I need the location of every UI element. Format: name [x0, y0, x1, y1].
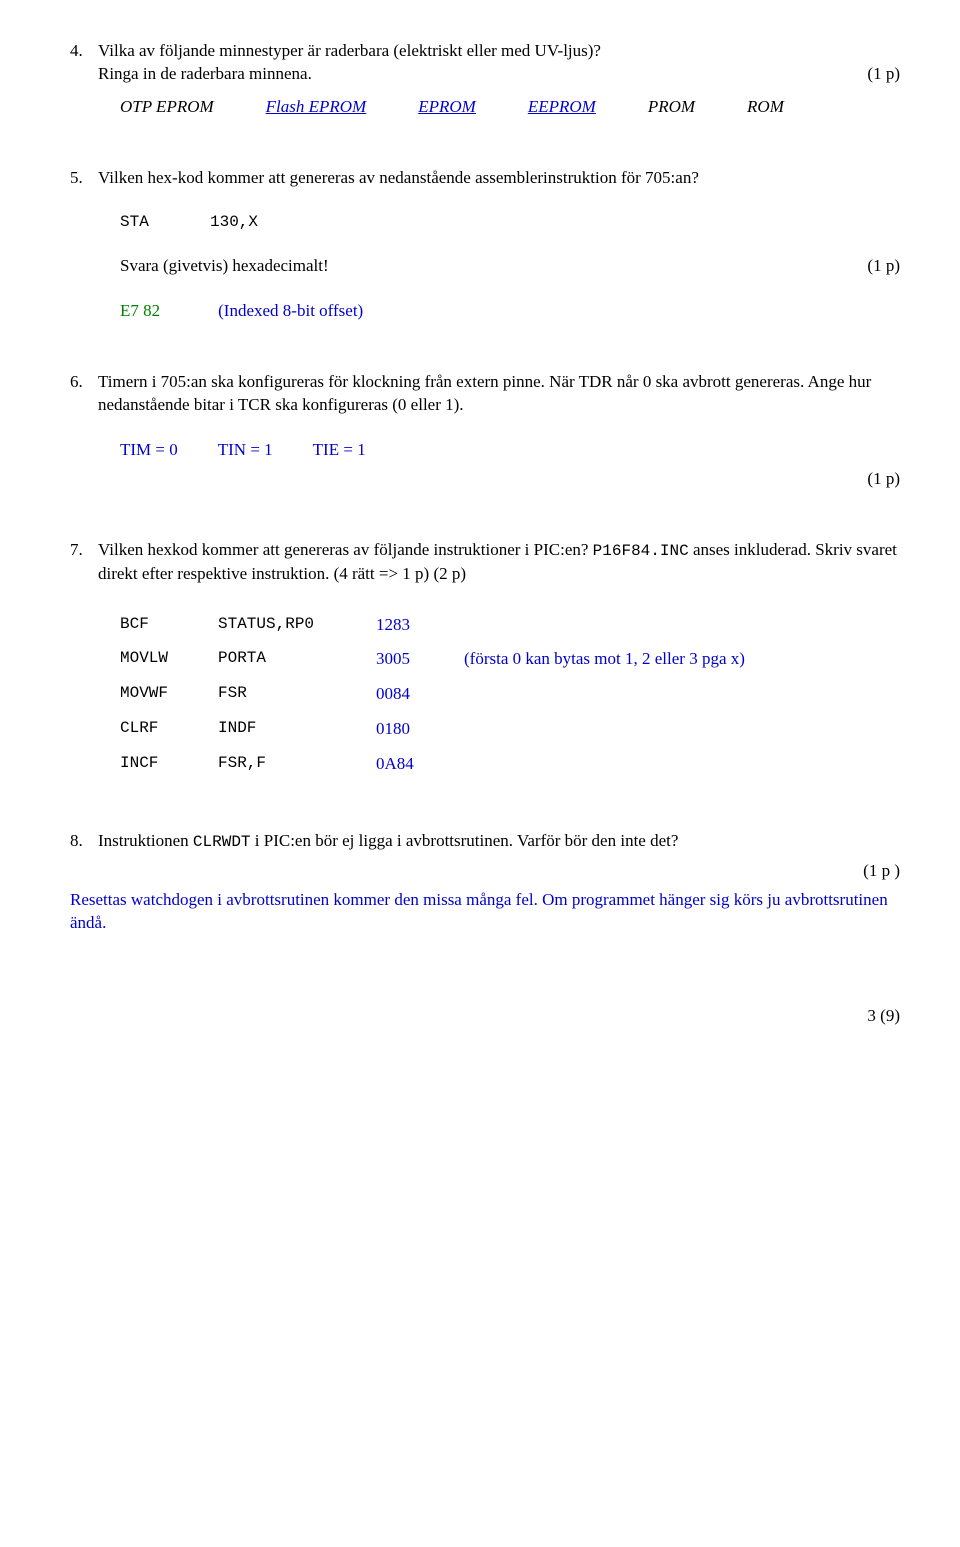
q4-points: (1 p) — [867, 63, 900, 86]
q4-opt-eeprom: EEPROM — [528, 96, 596, 119]
q4-opt-prom: PROM — [648, 96, 695, 119]
q7-note-0 — [464, 608, 763, 643]
q7-number: 7. — [70, 539, 98, 562]
q7-arg-1: PORTA — [218, 642, 376, 677]
table-row: MOVLW PORTA 3005 (första 0 kan bytas mot… — [120, 642, 763, 677]
q6-points: (1 p) — [70, 468, 900, 491]
q5-number: 5. — [70, 167, 98, 190]
q5-text: Vilken hex-kod kommer att genereras av n… — [98, 167, 900, 190]
q5-answer-note: (Indexed 8-bit offset) — [218, 300, 363, 323]
q6-answer-row: TIM = 0 TIN = 1 TIE = 1 — [120, 439, 900, 462]
q7-arg-3: INDF — [218, 712, 376, 747]
q4-body: Vilka av följande minnestyper är raderba… — [98, 40, 900, 86]
q6-tie: TIE = 1 — [313, 439, 366, 462]
q4-opt-otp-eprom: OTP EPROM — [120, 96, 214, 119]
table-row: INCF FSR,F 0A84 — [120, 747, 763, 782]
q7-note-4 — [464, 747, 763, 782]
q7-arg-2: FSR — [218, 677, 376, 712]
q7-arg-0: STATUS,RP0 — [218, 608, 376, 643]
q5-answer-row: E7 82 (Indexed 8-bit offset) — [120, 300, 900, 323]
q5-svara-row: Svara (givetvis) hexadecimalt! (1 p) — [120, 255, 900, 278]
q7-hex-0: 1283 — [376, 608, 464, 643]
q6-number: 6. — [70, 371, 98, 394]
q5-svara: Svara (givetvis) hexadecimalt! — [120, 255, 867, 278]
q7-note-3 — [464, 712, 763, 747]
q7-arg-4: FSR,F — [218, 747, 376, 782]
question-6: 6. Timern i 705:an ska konfigureras för … — [70, 371, 900, 491]
q7-hex-2: 0084 — [376, 677, 464, 712]
q5-answer-hex: E7 82 — [120, 300, 160, 323]
q4-opt-flash-eprom: Flash EPROM — [266, 96, 367, 119]
q6-text: Timern i 705:an ska konfigureras för klo… — [98, 371, 900, 417]
q7-op-3: CLRF — [120, 712, 218, 747]
q5-operand: 130,X — [210, 212, 258, 234]
q7-op-4: INCF — [120, 747, 218, 782]
q7-hex-4: 0A84 — [376, 747, 464, 782]
q7-op-2: MOVWF — [120, 677, 218, 712]
q7-hex-3: 0180 — [376, 712, 464, 747]
q6-tin: TIN = 1 — [218, 439, 273, 462]
q5-instruction: STA 130,X — [120, 212, 900, 234]
q7-code-table: BCF STATUS,RP0 1283 MOVLW PORTA 3005 (fö… — [120, 608, 763, 783]
question-8: 8. Instruktionen CLRWDT i PIC:en bör ej … — [70, 830, 900, 934]
table-row: BCF STATUS,RP0 1283 — [120, 608, 763, 643]
q4-options: OTP EPROM Flash EPROM EPROM EEPROM PROM … — [120, 96, 900, 119]
q5-mnemonic: STA — [120, 212, 210, 234]
q8-text-c: i PIC:en bör ej ligga i avbrottsrutinen.… — [251, 831, 679, 850]
q4-number: 4. — [70, 40, 98, 63]
q7-body: Vilken hexkod kommer att genereras av fö… — [98, 539, 900, 586]
q7-note-1: (första 0 kan bytas mot 1, 2 eller 3 pga… — [464, 642, 763, 677]
q4-line1: Vilka av följande minnestyper är raderba… — [98, 41, 601, 60]
q5-points: (1 p) — [867, 255, 900, 278]
q7-hex-1: 3005 — [376, 642, 464, 677]
table-row: CLRF INDF 0180 — [120, 712, 763, 747]
q4-line2: Ringa in de raderbara minnena. — [98, 64, 312, 83]
page-footer: 3 (9) — [70, 1005, 900, 1028]
q7-text-a: Vilken hexkod kommer att genereras av fö… — [98, 540, 593, 559]
table-row: MOVWF FSR 0084 — [120, 677, 763, 712]
q4-opt-eprom: EPROM — [418, 96, 476, 119]
q8-number: 8. — [70, 830, 98, 853]
q8-text-a: Instruktionen — [98, 831, 193, 850]
q7-op-1: MOVLW — [120, 642, 218, 677]
q7-text-b: P16F84.INC — [593, 542, 689, 560]
q8-text-b: CLRWDT — [193, 833, 251, 851]
question-4: 4. Vilka av följande minnestyper är rade… — [70, 40, 900, 119]
q8-points: (1 p ) — [70, 860, 900, 883]
q6-tim: TIM = 0 — [120, 439, 178, 462]
q7-note-2 — [464, 677, 763, 712]
question-7: 7. Vilken hexkod kommer att genereras av… — [70, 539, 900, 782]
q4-opt-rom: ROM — [747, 96, 784, 119]
question-5: 5. Vilken hex-kod kommer att genereras a… — [70, 167, 900, 323]
q8-body: Instruktionen CLRWDT i PIC:en bör ej lig… — [98, 830, 900, 854]
q7-op-0: BCF — [120, 608, 218, 643]
q8-answer: Resettas watchdogen i avbrottsrutinen ko… — [70, 889, 900, 935]
